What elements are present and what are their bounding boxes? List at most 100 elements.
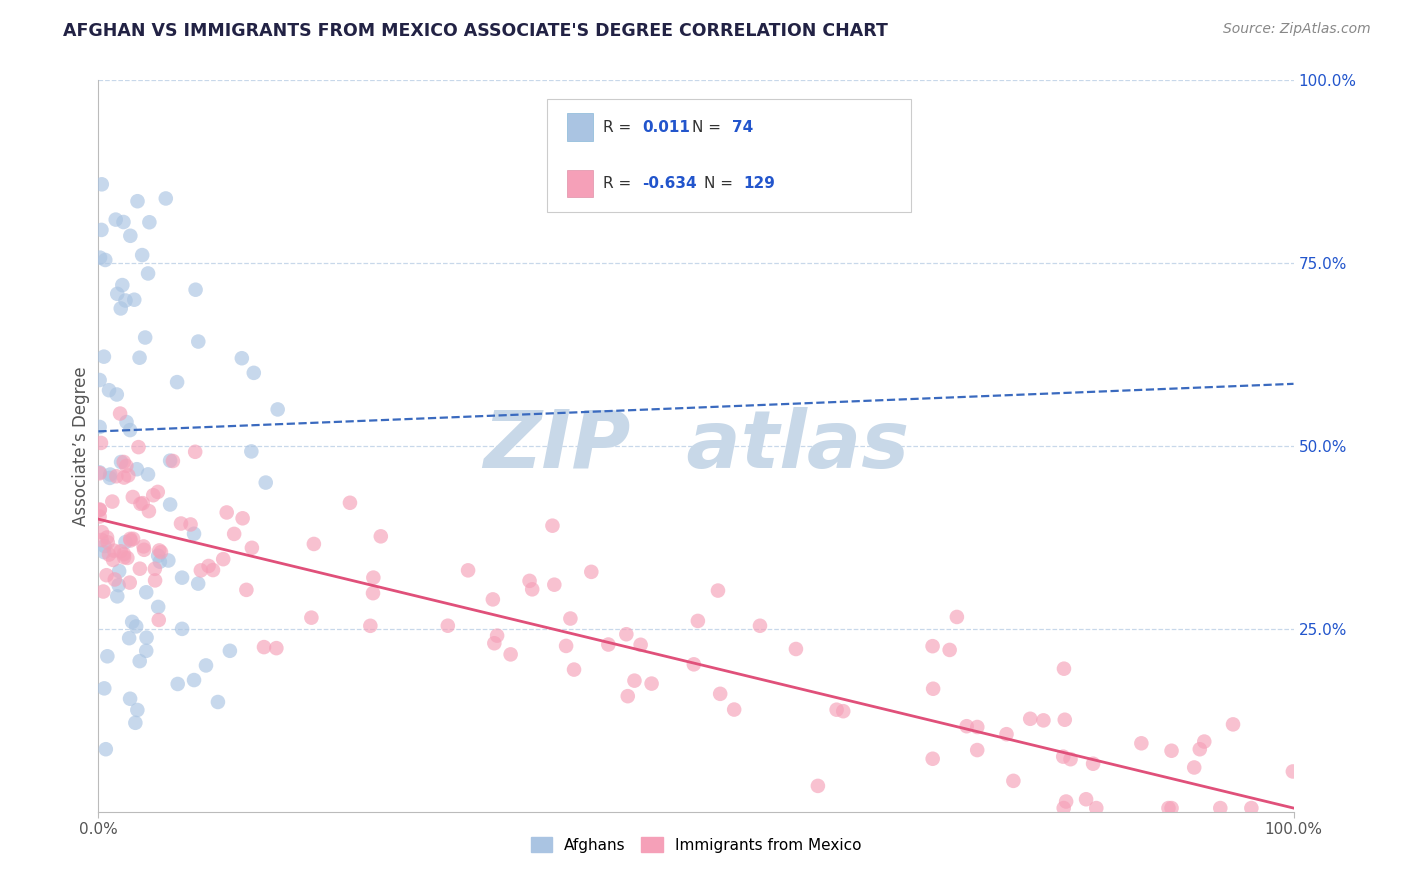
Point (1052, 749, 1074, 764)
Point (302, 537, 325, 551)
Point (112, 547, 135, 561)
Point (212, 552, 235, 566)
Point (499, 648, 522, 662)
Point (117, 550, 139, 565)
Point (215, 506, 238, 520)
Point (118, 575, 141, 590)
Point (107, 578, 129, 592)
Point (159, 498, 181, 512)
Point (108, 407, 131, 421)
Point (1130, 736, 1153, 750)
Point (89, 420, 111, 434)
Point (112, 470, 135, 484)
Point (1182, 760, 1205, 774)
Point (120, 228, 142, 243)
Point (339, 496, 361, 510)
Point (243, 366, 266, 380)
Point (93, 539, 115, 553)
Point (159, 453, 181, 467)
Point (183, 673, 205, 687)
Point (98, 471, 121, 485)
Point (155, 191, 177, 205)
Point (128, 654, 150, 668)
Point (1053, 801, 1076, 815)
Point (623, 673, 645, 688)
Point (108, 564, 131, 578)
Point (522, 582, 544, 597)
Point (966, 720, 988, 734)
Point (93, 545, 115, 559)
Point (921, 752, 943, 766)
Point (436, 618, 458, 632)
Point (1240, 801, 1263, 815)
Point (96, 649, 118, 664)
Point (121, 615, 143, 629)
Point (187, 576, 209, 591)
Point (1053, 713, 1076, 727)
Point (148, 599, 170, 614)
Point (143, 574, 166, 588)
Point (105, 469, 128, 483)
Point (101, 494, 124, 508)
Point (363, 571, 385, 585)
Point (370, 529, 392, 543)
Point (146, 484, 169, 499)
Point (98, 467, 121, 482)
Text: N =: N = (692, 120, 727, 135)
Point (120, 691, 142, 706)
Point (105, 590, 128, 604)
Point (172, 571, 194, 585)
Point (120, 532, 142, 546)
Point (94, 742, 117, 756)
Point (91, 584, 114, 599)
Point (1160, 801, 1182, 815)
Point (120, 423, 142, 437)
Point (359, 619, 381, 633)
Point (89, 509, 111, 524)
Point (749, 619, 772, 633)
Point (89, 502, 111, 516)
Point (110, 301, 132, 316)
Point (1157, 801, 1180, 815)
Point (299, 610, 322, 624)
Point (232, 511, 254, 525)
Point (170, 516, 193, 531)
Point (1222, 717, 1244, 731)
Text: -0.634: -0.634 (643, 176, 697, 191)
Point (89, 251, 111, 265)
Point (486, 629, 509, 643)
Point (131, 248, 153, 262)
Point (1032, 714, 1054, 728)
Point (484, 636, 506, 650)
Point (138, 504, 160, 518)
Point (117, 468, 139, 483)
Text: 129: 129 (744, 176, 776, 191)
Point (240, 541, 263, 555)
Text: ZIP  atlas: ZIP atlas (482, 407, 910, 485)
Point (482, 592, 505, 607)
Point (361, 586, 384, 600)
Point (118, 631, 141, 645)
Point (142, 488, 165, 502)
Point (231, 351, 253, 366)
Point (1019, 712, 1042, 726)
Point (89, 503, 111, 517)
Point (785, 642, 807, 657)
Point (219, 644, 242, 658)
Point (1160, 744, 1182, 758)
Point (115, 458, 138, 473)
Point (132, 542, 155, 557)
Point (136, 467, 159, 482)
Y-axis label: Associate’s Degree: Associate’s Degree (72, 367, 90, 525)
Point (966, 743, 988, 757)
Point (103, 543, 125, 558)
Text: N =: N = (704, 176, 738, 191)
Point (543, 577, 565, 591)
Point (125, 462, 148, 476)
Point (89, 466, 111, 480)
Point (112, 550, 135, 565)
Point (598, 638, 620, 652)
Point (166, 677, 188, 691)
Point (138, 215, 160, 229)
Point (616, 689, 638, 703)
